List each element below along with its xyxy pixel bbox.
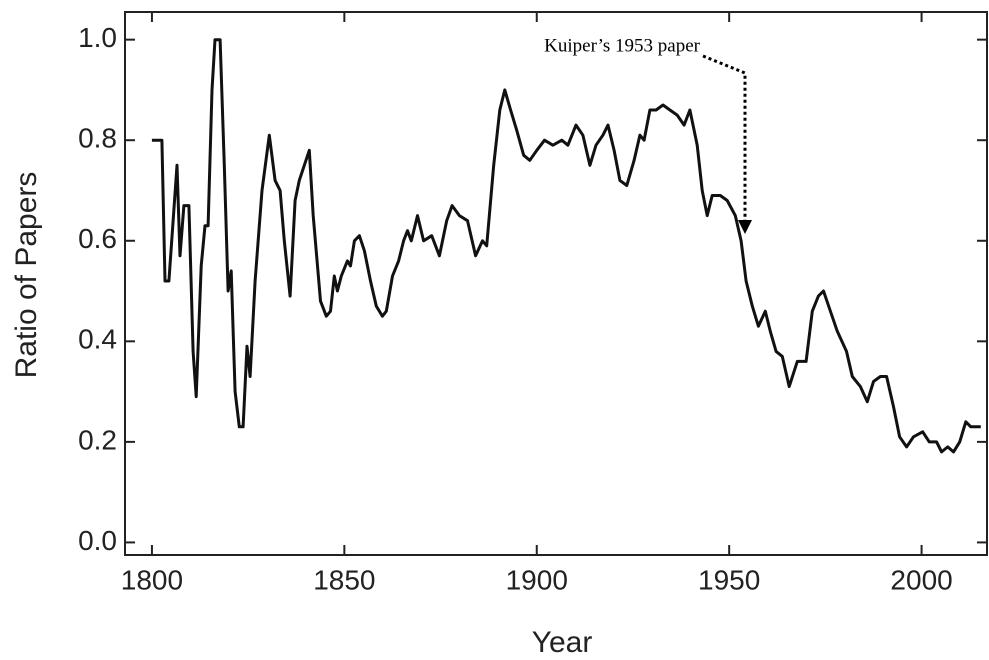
y-tick-label: 0.8 bbox=[78, 123, 117, 154]
y-tick-label: 0.0 bbox=[78, 525, 117, 556]
x-tick-label: 1850 bbox=[313, 564, 375, 595]
annotation: Kuiper’s 1953 paper bbox=[544, 35, 701, 56]
x-tick-label: 1900 bbox=[506, 564, 568, 595]
annotation-arrow bbox=[702, 54, 747, 222]
y-tick-label: 0.4 bbox=[78, 324, 117, 355]
plot-frame bbox=[124, 11, 988, 556]
y-tick-label: 0.2 bbox=[78, 424, 117, 455]
data-line bbox=[151, 38, 981, 454]
y-axis-label: Ratio of Papers bbox=[10, 172, 43, 379]
x-axis-label: Year bbox=[532, 626, 593, 659]
y-tick-label: 0.6 bbox=[78, 223, 117, 254]
x-tick-label: 1800 bbox=[121, 564, 183, 595]
x-tick-label: 1950 bbox=[698, 564, 760, 595]
x-tick-label: 2000 bbox=[890, 564, 952, 595]
arrow-head bbox=[738, 220, 752, 234]
y-tick-label: 1.0 bbox=[78, 22, 117, 53]
